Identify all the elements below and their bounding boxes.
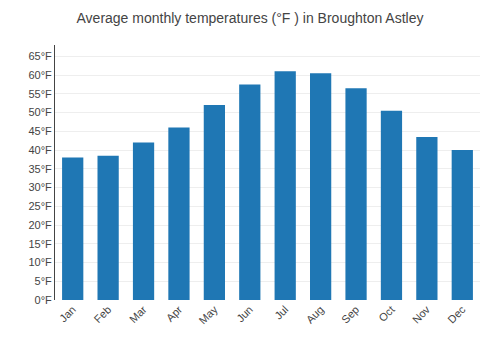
svg-text:65°F: 65°F [28,50,52,62]
svg-text:55°F: 55°F [28,88,52,100]
svg-text:Mar: Mar [127,303,149,325]
svg-text:35°F: 35°F [28,163,52,175]
svg-text:Jan: Jan [57,303,78,324]
svg-text:50°F: 50°F [28,106,52,118]
svg-text:Oct: Oct [376,303,397,324]
svg-text:0°F: 0°F [35,294,53,306]
svg-text:15°F: 15°F [28,238,52,250]
svg-text:Sep: Sep [339,303,361,325]
svg-text:60°F: 60°F [28,69,52,81]
svg-text:10°F: 10°F [28,256,52,268]
svg-text:Jun: Jun [234,303,255,324]
svg-text:40°F: 40°F [28,144,52,156]
svg-text:Dec: Dec [445,303,468,326]
svg-text:45°F: 45°F [28,125,52,137]
svg-text:20°F: 20°F [28,219,52,231]
svg-text:Feb: Feb [92,303,114,325]
svg-text:25°F: 25°F [28,200,52,212]
svg-text:Aug: Aug [304,303,326,325]
svg-text:30°F: 30°F [28,181,52,193]
svg-text:Apr: Apr [164,303,185,324]
svg-text:Nov: Nov [410,303,433,326]
svg-text:Jul: Jul [272,303,290,321]
svg-text:Average monthly temperatures (: Average monthly temperatures (°F ) in Br… [77,10,424,26]
svg-text:5°F: 5°F [35,275,53,287]
svg-text:May: May [197,303,221,327]
